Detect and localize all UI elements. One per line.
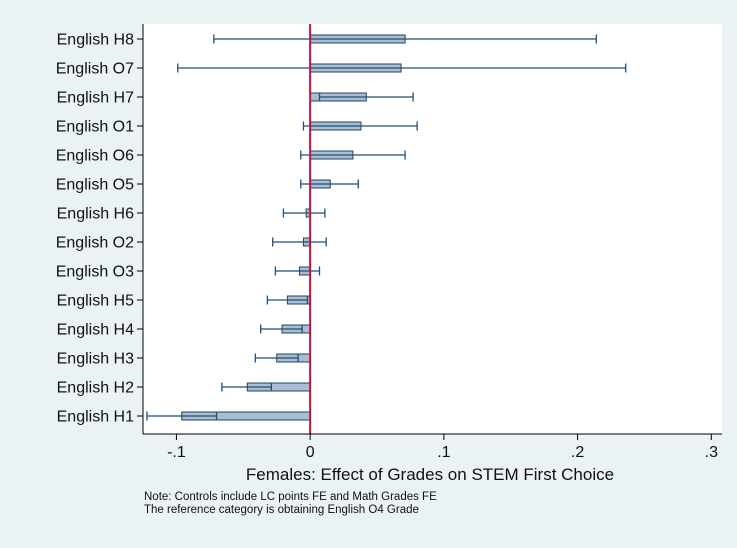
note-line-1: Note: Controls include LC points FE and … bbox=[144, 491, 437, 503]
y-tick-label: English H7 bbox=[57, 90, 134, 107]
error-bar-english-h8 bbox=[213, 34, 597, 44]
y-tick-label: English O2 bbox=[56, 235, 134, 252]
note-line-2: The reference category is obtaining Engl… bbox=[144, 504, 419, 516]
y-tick-label: English H6 bbox=[57, 206, 134, 223]
x-tick-label: .1 bbox=[437, 444, 450, 461]
error-bar-english-o1 bbox=[302, 121, 418, 131]
y-tick-label: English O1 bbox=[56, 119, 134, 136]
x-axis-label: Females: Effect of Grades on STEM First … bbox=[246, 465, 614, 484]
x-tick-label: 0 bbox=[306, 444, 315, 461]
error-bar-english-o6 bbox=[300, 150, 406, 160]
error-bar-english-h1 bbox=[146, 411, 218, 421]
error-bar-english-h3 bbox=[254, 353, 299, 363]
x-tick-labels: -.1 0 .1 .2 .3 bbox=[167, 434, 718, 461]
y-tick-labels: English H8 English O7 English H7 English O1… bbox=[56, 32, 143, 426]
error-bar-english-h2 bbox=[221, 382, 273, 392]
error-bar-english-h5 bbox=[266, 295, 309, 305]
error-bar-english-o2 bbox=[272, 237, 327, 247]
y-tick-label: English O3 bbox=[56, 264, 134, 281]
y-tick-label: English O6 bbox=[56, 148, 134, 165]
x-tick-label: -.1 bbox=[167, 444, 186, 461]
y-tick-label: English H4 bbox=[57, 322, 134, 339]
error-bar-english-h4 bbox=[260, 324, 303, 334]
plot-area bbox=[143, 24, 722, 434]
y-tick-label: English O7 bbox=[56, 61, 134, 78]
error-bar-english-h6 bbox=[282, 208, 326, 218]
error-bar-english-h7 bbox=[318, 92, 414, 102]
error-bar-english-o7 bbox=[177, 63, 627, 73]
error-bar-english-o3 bbox=[274, 266, 321, 276]
error-bars-layer bbox=[146, 34, 627, 421]
y-tick-label: English H8 bbox=[57, 32, 134, 49]
y-tick-label: English H3 bbox=[57, 351, 134, 368]
x-tick-label: .2 bbox=[571, 444, 584, 461]
y-tick-label: English H2 bbox=[57, 380, 134, 397]
x-tick-label: .3 bbox=[705, 444, 718, 461]
y-tick-label: English H5 bbox=[57, 293, 134, 310]
y-tick-label: English H1 bbox=[57, 409, 134, 426]
y-tick-label: English O5 bbox=[56, 177, 134, 194]
